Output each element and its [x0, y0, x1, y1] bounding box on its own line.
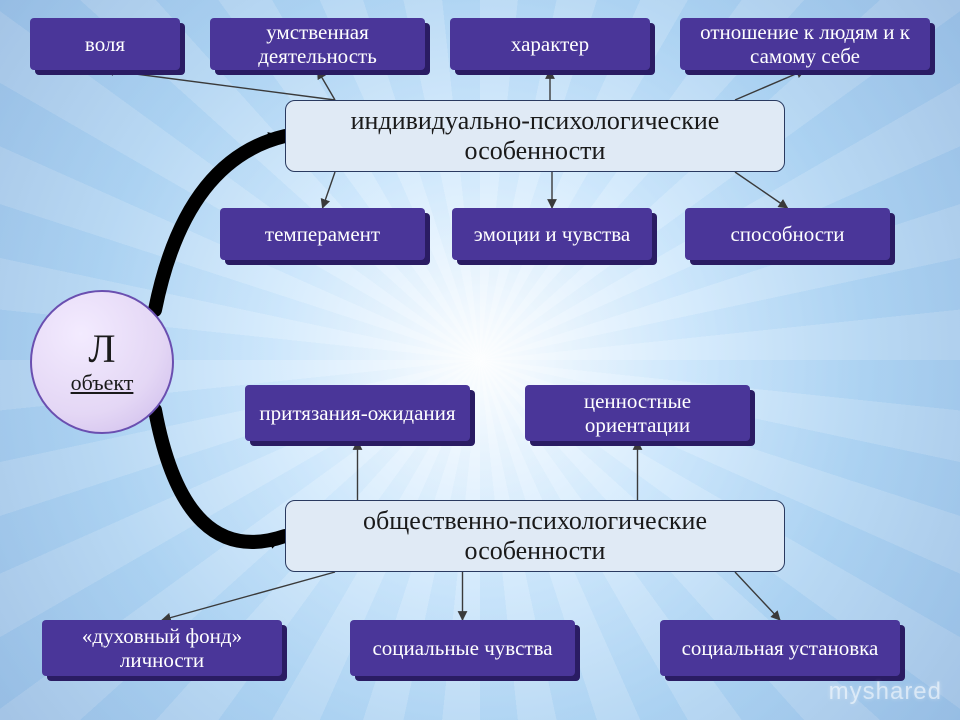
node-label: «духовный фонд» личности: [52, 624, 272, 672]
node-p4: отношение к людям и к самому себе: [680, 18, 930, 70]
node-p6: эмоции и чувства: [452, 208, 652, 260]
node-p9: ценностные ориентации: [525, 385, 750, 441]
hub-sub: объект: [71, 371, 134, 395]
center-c2: общественно-психологические особенности: [285, 500, 785, 572]
hub-circle: Лобъект: [30, 290, 174, 434]
connector: [323, 172, 336, 208]
connector: [162, 572, 335, 620]
hub-arrowhead: [267, 534, 285, 549]
center-c1: индивидуально-психологические особенност…: [285, 100, 785, 172]
node-label: ценностные ориентации: [535, 389, 740, 437]
node-p5: темперамент: [220, 208, 425, 260]
node-p12: социальная установка: [660, 620, 900, 676]
center-label: общественно-психологические особенности: [286, 498, 784, 574]
node-label: умственная деятельность: [220, 20, 415, 68]
node-label: социальная установка: [682, 636, 879, 660]
hub-arrowhead: [267, 132, 285, 147]
node-label: характер: [511, 32, 589, 56]
node-label: эмоции и чувства: [474, 222, 630, 246]
node-p1: воля: [30, 18, 180, 70]
hub-main: Л: [88, 329, 115, 369]
node-label: притязания-ожидания: [259, 401, 455, 425]
node-p7: способности: [685, 208, 890, 260]
connector: [735, 572, 780, 620]
node-label: социальные чувства: [372, 636, 552, 660]
node-p11: социальные чувства: [350, 620, 575, 676]
watermark: myshared: [829, 678, 942, 706]
center-label: индивидуально-психологические особенност…: [286, 98, 784, 174]
node-p8: притязания-ожидания: [245, 385, 470, 441]
connector: [735, 172, 788, 208]
node-p3: характер: [450, 18, 650, 70]
node-label: способности: [730, 222, 844, 246]
node-p2: умственная деятельность: [210, 18, 425, 70]
node-label: отношение к людям и к самому себе: [690, 20, 920, 68]
node-label: темперамент: [265, 222, 380, 246]
node-p10: «духовный фонд» личности: [42, 620, 282, 676]
node-label: воля: [85, 32, 125, 56]
